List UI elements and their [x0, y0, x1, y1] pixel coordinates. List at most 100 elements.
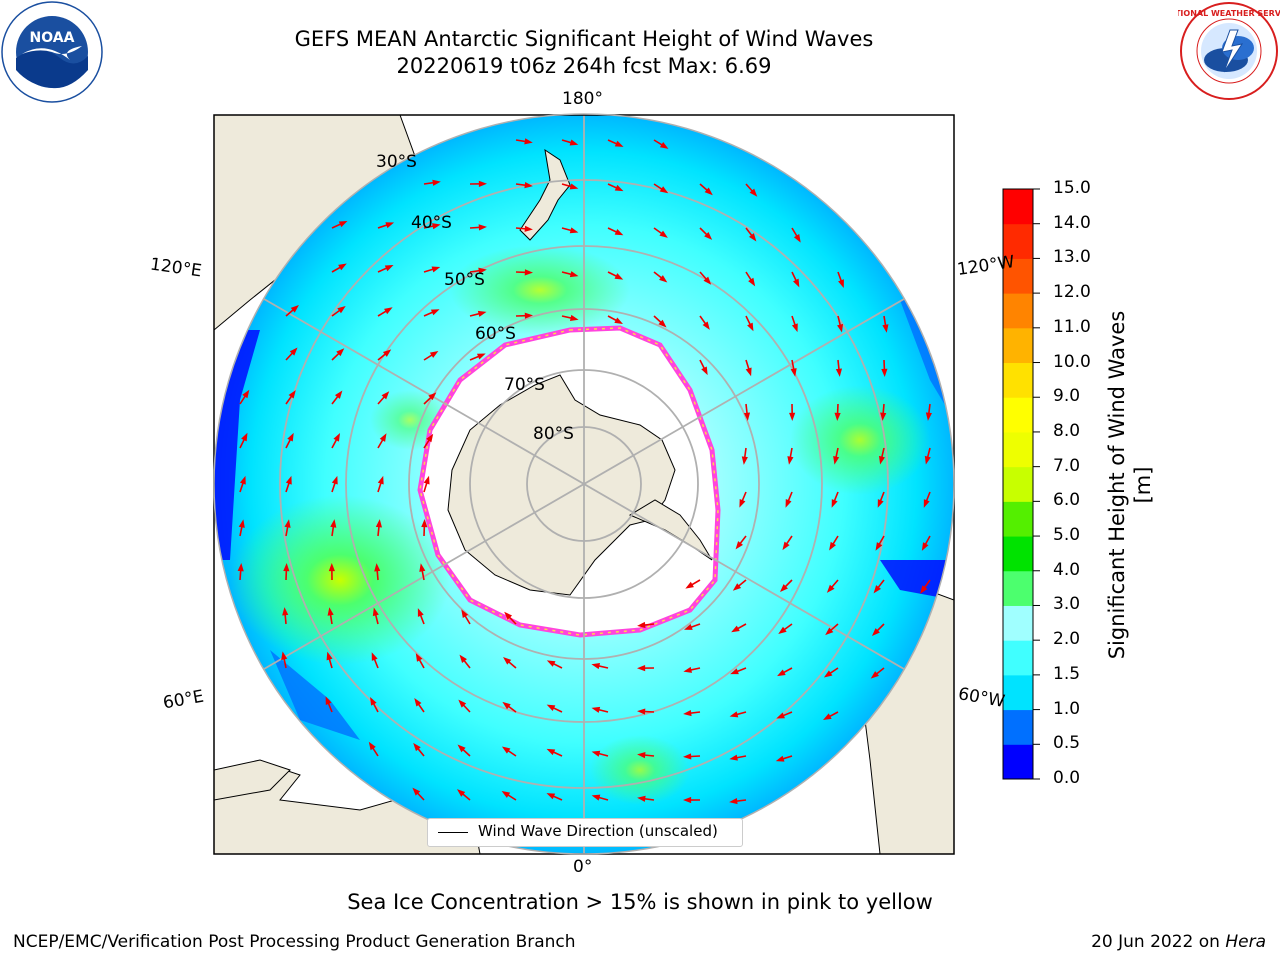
wave-arrow-head: [778, 626, 787, 634]
lat-label-80s: 80°S: [533, 424, 574, 444]
wave-arrow-head: [923, 499, 930, 508]
wave-arrow-head: [871, 628, 880, 637]
wave-arrow-head: [524, 138, 533, 145]
wave-arrow-head: [731, 625, 740, 633]
colorbar-label: Significant Height of Wind Waves [m]: [1105, 310, 1155, 660]
wave-arrow-head: [283, 563, 290, 572]
wave-arrow-head: [285, 475, 292, 485]
wave-arrow-head: [338, 220, 348, 228]
colorbar-segment: [1003, 501, 1033, 537]
wave-arrow-head: [659, 230, 668, 238]
wave-arrow-head: [461, 609, 469, 618]
wave-arrow-head: [241, 432, 248, 442]
colorbar-segment: [1003, 397, 1033, 433]
footer-date-text: 20 Jun 2022 on: [1091, 932, 1226, 952]
wave-arrow-head: [741, 456, 748, 465]
wave-arrow-head: [524, 269, 533, 276]
wave-arrow-head: [591, 706, 601, 713]
wave-arrow-head: [785, 499, 792, 508]
wave-arrow-head: [478, 267, 487, 274]
chart-subtitle: 20220619 t06z 264h fcst Max: 6.69: [396, 54, 772, 78]
wave-arrow-head: [702, 321, 710, 330]
wave-arrow-head: [825, 627, 834, 636]
wave-arrow-head: [432, 179, 441, 186]
colorbar-tick-label: 9.0: [1053, 386, 1081, 407]
wave-arrow-head: [748, 277, 756, 287]
wave-arrow-head: [281, 651, 288, 660]
wave-arrow-head: [414, 698, 422, 707]
colorbar-tick-label: 8.0: [1053, 420, 1081, 441]
lat-label-60s: 60°S: [475, 324, 516, 344]
wave-arrow-head: [703, 276, 712, 285]
wave-arrow-head: [502, 701, 511, 710]
wave-arrow-head: [739, 498, 746, 508]
colorbar-tick-label: 14.0: [1053, 212, 1091, 233]
colorbar: [1003, 188, 1040, 780]
wave-arrow-head: [591, 794, 601, 801]
wave-arrow-head: [659, 186, 669, 194]
wave-arrow-head: [242, 389, 250, 399]
wave-arrow-head: [701, 366, 708, 376]
wave-arrow-head: [685, 581, 694, 589]
wave-arrow-head: [282, 607, 289, 616]
wave-arrow-head: [777, 669, 786, 677]
footer-host: Hera: [1225, 932, 1266, 952]
wave-arrow-head: [412, 787, 421, 796]
wave-arrow-head: [415, 653, 423, 662]
wave-arrow-head: [377, 475, 384, 485]
new-zealand-land: [519, 148, 571, 241]
wave-arrow-head: [614, 140, 624, 147]
colorbar-segment: [1003, 223, 1033, 259]
wave-arrow-head: [382, 349, 392, 357]
colorbar-segment: [1003, 327, 1033, 364]
wave-arrow-head: [546, 704, 556, 711]
wave-arrow-head: [337, 305, 346, 314]
wave-arrow-head: [284, 519, 291, 528]
wave-arrow-head: [524, 182, 533, 189]
wave-arrow-head: [569, 314, 579, 321]
wave-arrow-head: [478, 180, 487, 187]
wave-arrow-head: [238, 519, 245, 528]
wave-arrow-head: [478, 224, 487, 231]
wave-arrow-head: [729, 711, 739, 718]
wave-arrow-head: [419, 563, 426, 572]
colorbar-segment: [1003, 570, 1033, 606]
wave-arrow-head: [837, 323, 844, 333]
wave-arrow-head: [683, 753, 692, 760]
wave-arrow-head: [476, 353, 486, 360]
colorbar-tick-label: 0.0: [1053, 768, 1081, 788]
colorbar-tick-label: 11.0: [1053, 316, 1091, 337]
wave-arrow-head: [417, 608, 424, 617]
wave-arrow-head: [920, 585, 928, 594]
wave-arrow-head: [591, 663, 601, 670]
wave-arrow-head: [833, 456, 840, 465]
wave-arrow-head: [477, 310, 487, 317]
antarctica-land: [447, 374, 676, 596]
wave-arrow-head: [237, 563, 244, 572]
wave-arrow-head: [878, 455, 885, 465]
wave-arrow-head: [748, 233, 757, 242]
wave-arrow-head: [924, 455, 931, 465]
wave-arrow-head: [328, 563, 335, 572]
colorbar-tick-label: 5.0: [1053, 525, 1081, 546]
wave-arrow-head: [503, 656, 512, 665]
wave-arrow-head: [371, 652, 378, 661]
wave-arrow-head: [524, 225, 533, 232]
wave-arrow-head: [290, 304, 299, 313]
colorbar-segment: [1003, 189, 1033, 225]
wave-arrow-head: [370, 696, 377, 706]
wave-arrow-head: [791, 323, 798, 333]
wave-arrow-head: [659, 142, 669, 149]
wave-arrow-head: [829, 541, 836, 551]
wave-arrow-head: [429, 350, 439, 358]
wave-arrow-head: [569, 139, 579, 146]
wave-arrow-head: [659, 275, 668, 283]
wave-arrow-head: [880, 412, 887, 421]
colorbar-segment: [1003, 709, 1033, 745]
wave-arrow-head: [730, 668, 739, 675]
wave-arrow-head: [789, 412, 796, 421]
wave-arrow-head: [501, 790, 511, 798]
wave-arrow-head: [501, 746, 511, 754]
wave-arrow-head: [729, 754, 738, 761]
